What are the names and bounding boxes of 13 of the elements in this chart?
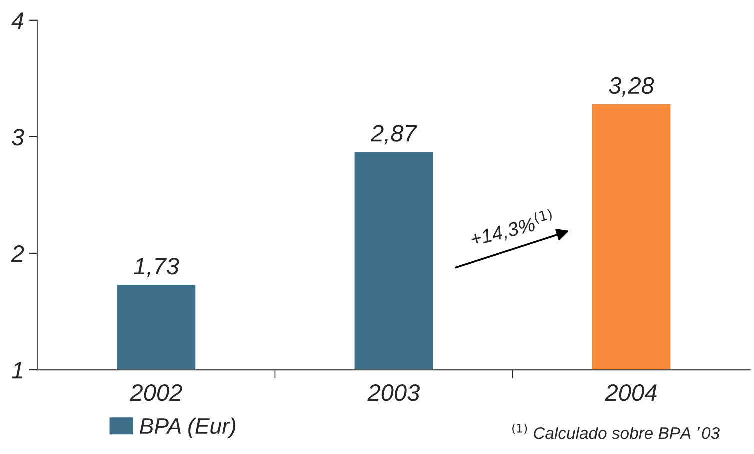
x-tick-label: 2002: [130, 384, 182, 402]
y-tick-label: 2: [11, 246, 24, 262]
legend-label: BPA (Eur): [140, 418, 236, 439]
data-label: 3,28: [609, 77, 654, 97]
y-tick-label: 3: [12, 129, 24, 146]
y-tick-label: 4: [12, 12, 24, 29]
annotation: +14,3%$^{(1)}$: [469, 208, 556, 249]
text: $^{(1)}$ Calculado sobre BPA ’03: [512, 424, 720, 440]
x-tick-label: 2003: [368, 384, 420, 402]
x-tick-label: 2004: [605, 384, 657, 402]
data-label: 2,87: [370, 125, 418, 145]
data-label: 1,73: [134, 258, 180, 278]
y-tick-label: 1: [12, 362, 23, 379]
